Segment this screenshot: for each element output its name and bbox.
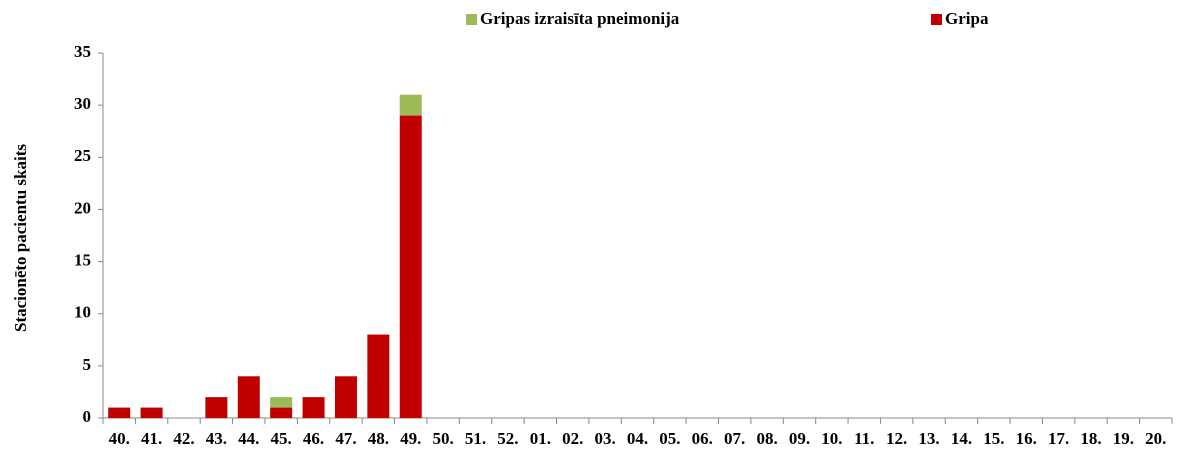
x-tick-label: 11. <box>854 429 874 448</box>
bar-segment <box>205 397 228 418</box>
x-tick-label: 40. <box>109 429 130 448</box>
y-tick-label: 0 <box>83 407 92 426</box>
y-tick-label: 20 <box>74 198 91 217</box>
bar-segment <box>367 334 390 418</box>
x-tick-label: 43. <box>206 429 227 448</box>
x-tick-label: 49. <box>400 429 421 448</box>
y-axis-label: Stacionēto pacientu skaits <box>11 144 30 332</box>
bar-segment <box>399 115 422 419</box>
x-tick-label: 01. <box>530 429 551 448</box>
legend-label: Gripa <box>945 9 989 28</box>
legend-label: Gripas izraisīta pneimonija <box>480 9 680 28</box>
x-tick-label: 19. <box>1113 429 1134 448</box>
x-tick-label: 52. <box>497 429 518 448</box>
legend-swatch <box>466 14 477 25</box>
x-tick-label: 02. <box>562 429 583 448</box>
bar-segment <box>140 407 163 418</box>
y-tick-label: 5 <box>83 355 92 374</box>
x-tick-label: 41. <box>141 429 162 448</box>
x-tick-label: 46. <box>303 429 324 448</box>
bar-segment <box>108 407 131 418</box>
x-tick-label: 48. <box>368 429 389 448</box>
x-tick-label: 12. <box>886 429 907 448</box>
x-tick-label: 09. <box>789 429 810 448</box>
x-tick-label: 51. <box>465 429 486 448</box>
x-tick-label: 42. <box>173 429 194 448</box>
x-tick-label: 17. <box>1048 429 1069 448</box>
x-tick-label: 05. <box>659 429 680 448</box>
x-tick-label: 08. <box>756 429 777 448</box>
x-tick-label: 16. <box>1016 429 1037 448</box>
x-tick-label: 03. <box>594 429 615 448</box>
x-tick-label: 18. <box>1080 429 1101 448</box>
x-tick-label: 44. <box>238 429 259 448</box>
bar-segment <box>399 94 422 116</box>
x-tick-label: 14. <box>951 429 972 448</box>
x-tick-label: 13. <box>918 429 939 448</box>
x-tick-label: 47. <box>335 429 356 448</box>
x-tick-label: 04. <box>627 429 648 448</box>
x-tick-label: 07. <box>724 429 745 448</box>
x-tick-label: 15. <box>983 429 1004 448</box>
x-tick-label: 06. <box>692 429 713 448</box>
bar-segment <box>270 407 293 418</box>
bar-segment <box>334 376 357 418</box>
x-tick-label: 45. <box>271 429 292 448</box>
y-tick-label: 35 <box>74 42 91 61</box>
x-tick-label: 50. <box>433 429 454 448</box>
legend-swatch <box>931 14 942 25</box>
y-tick-label: 15 <box>74 250 91 269</box>
y-tick-label: 10 <box>74 303 91 322</box>
y-tick-label: 25 <box>74 146 91 165</box>
x-tick-label: 20. <box>1145 429 1166 448</box>
bar-segment <box>237 376 260 418</box>
bar-segment <box>302 397 325 418</box>
bar-segment <box>270 397 293 408</box>
y-tick-label: 30 <box>74 94 91 113</box>
x-tick-label: 10. <box>821 429 842 448</box>
